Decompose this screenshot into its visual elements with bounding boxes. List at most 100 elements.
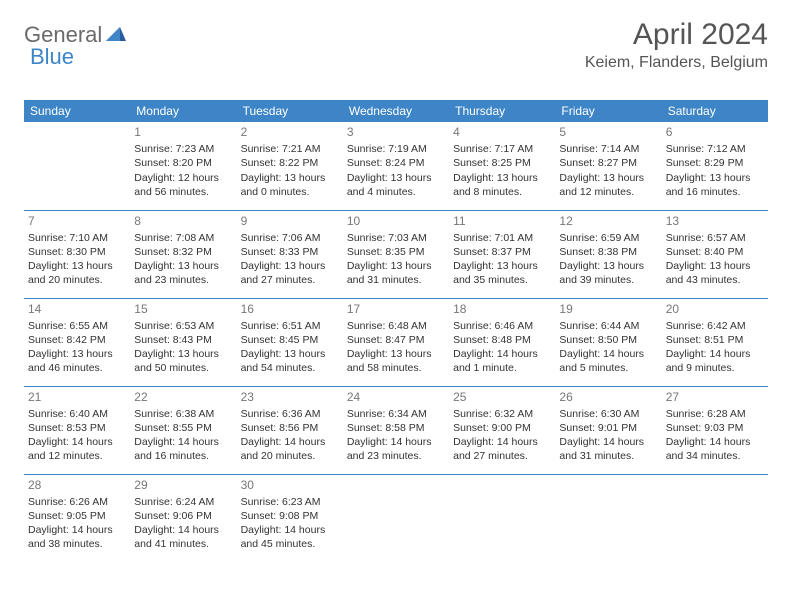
day-number: 30: [241, 477, 339, 493]
day-number: 15: [134, 301, 232, 317]
day-number: 26: [559, 389, 657, 405]
day-line: and 56 minutes.: [134, 185, 232, 199]
day-line: Sunrise: 7:23 AM: [134, 142, 232, 156]
day-line: Sunrise: 6:23 AM: [241, 495, 339, 509]
header: General April 2024 Keiem, Flanders, Belg…: [24, 18, 768, 72]
day-number: 3: [347, 124, 445, 140]
day-line: Sunrise: 6:53 AM: [134, 319, 232, 333]
day-line: Sunset: 8:27 PM: [559, 156, 657, 170]
day-cell: 5Sunrise: 7:14 AMSunset: 8:27 PMDaylight…: [555, 122, 661, 210]
day-line: Sunset: 8:32 PM: [134, 245, 232, 259]
day-line: Sunrise: 7:06 AM: [241, 231, 339, 245]
day-cell: 24Sunrise: 6:34 AMSunset: 8:58 PMDayligh…: [343, 386, 449, 474]
day-line: and 1 minute.: [453, 361, 551, 375]
day-number: 7: [28, 213, 126, 229]
day-number: 28: [28, 477, 126, 493]
day-line: Daylight: 13 hours: [241, 171, 339, 185]
day-cell: 28Sunrise: 6:26 AMSunset: 9:05 PMDayligh…: [24, 474, 130, 562]
day-line: Sunrise: 7:12 AM: [666, 142, 764, 156]
day-cell: [555, 474, 661, 562]
day-line: and 35 minutes.: [453, 273, 551, 287]
day-line: and 38 minutes.: [28, 537, 126, 551]
day-cell: [449, 474, 555, 562]
day-line: Daylight: 13 hours: [134, 259, 232, 273]
day-line: Sunset: 8:47 PM: [347, 333, 445, 347]
day-line: Daylight: 13 hours: [666, 259, 764, 273]
day-cell: 29Sunrise: 6:24 AMSunset: 9:06 PMDayligh…: [130, 474, 236, 562]
calendar-table: Sunday Monday Tuesday Wednesday Thursday…: [24, 100, 768, 562]
day-line: and 23 minutes.: [347, 449, 445, 463]
day-cell: 16Sunrise: 6:51 AMSunset: 8:45 PMDayligh…: [237, 298, 343, 386]
day-line: and 39 minutes.: [559, 273, 657, 287]
day-line: Daylight: 13 hours: [134, 347, 232, 361]
day-cell: 27Sunrise: 6:28 AMSunset: 9:03 PMDayligh…: [662, 386, 768, 474]
day-cell: 19Sunrise: 6:44 AMSunset: 8:50 PMDayligh…: [555, 298, 661, 386]
day-line: and 43 minutes.: [666, 273, 764, 287]
col-saturday: Saturday: [662, 100, 768, 122]
day-cell: [343, 474, 449, 562]
day-number: 22: [134, 389, 232, 405]
day-line: Sunset: 9:05 PM: [28, 509, 126, 523]
day-cell: 3Sunrise: 7:19 AMSunset: 8:24 PMDaylight…: [343, 122, 449, 210]
day-line: Sunset: 9:06 PM: [134, 509, 232, 523]
day-line: Sunset: 8:25 PM: [453, 156, 551, 170]
day-line: and 31 minutes.: [559, 449, 657, 463]
day-line: Sunrise: 7:17 AM: [453, 142, 551, 156]
day-line: Sunset: 8:50 PM: [559, 333, 657, 347]
day-cell: 30Sunrise: 6:23 AMSunset: 9:08 PMDayligh…: [237, 474, 343, 562]
day-line: and 58 minutes.: [347, 361, 445, 375]
day-line: and 12 minutes.: [28, 449, 126, 463]
day-line: Sunrise: 7:01 AM: [453, 231, 551, 245]
day-line: Daylight: 13 hours: [666, 171, 764, 185]
day-line: Sunrise: 7:19 AM: [347, 142, 445, 156]
day-line: Sunrise: 6:55 AM: [28, 319, 126, 333]
day-number: 1: [134, 124, 232, 140]
day-number: 8: [134, 213, 232, 229]
day-line: Daylight: 14 hours: [28, 435, 126, 449]
day-line: and 9 minutes.: [666, 361, 764, 375]
day-line: Sunrise: 6:32 AM: [453, 407, 551, 421]
day-number: 11: [453, 213, 551, 229]
day-cell: [24, 122, 130, 210]
week-row: 7Sunrise: 7:10 AMSunset: 8:30 PMDaylight…: [24, 210, 768, 298]
day-line: Daylight: 14 hours: [134, 523, 232, 537]
day-line: Daylight: 13 hours: [347, 347, 445, 361]
col-wednesday: Wednesday: [343, 100, 449, 122]
col-thursday: Thursday: [449, 100, 555, 122]
day-line: and 27 minutes.: [241, 273, 339, 287]
day-line: Sunrise: 6:24 AM: [134, 495, 232, 509]
day-line: Daylight: 13 hours: [559, 259, 657, 273]
day-line: Sunrise: 6:59 AM: [559, 231, 657, 245]
day-cell: 26Sunrise: 6:30 AMSunset: 9:01 PMDayligh…: [555, 386, 661, 474]
day-line: Daylight: 14 hours: [453, 435, 551, 449]
day-line: Sunset: 8:37 PM: [453, 245, 551, 259]
day-number: 6: [666, 124, 764, 140]
day-line: Sunset: 8:48 PM: [453, 333, 551, 347]
day-line: and 34 minutes.: [666, 449, 764, 463]
day-cell: 20Sunrise: 6:42 AMSunset: 8:51 PMDayligh…: [662, 298, 768, 386]
day-line: Daylight: 14 hours: [453, 347, 551, 361]
day-number: 4: [453, 124, 551, 140]
day-line: and 31 minutes.: [347, 273, 445, 287]
day-line: Daylight: 13 hours: [559, 171, 657, 185]
day-number: 14: [28, 301, 126, 317]
day-line: Daylight: 14 hours: [134, 435, 232, 449]
day-cell: 18Sunrise: 6:46 AMSunset: 8:48 PMDayligh…: [449, 298, 555, 386]
day-line: Sunset: 8:51 PM: [666, 333, 764, 347]
day-line: Sunrise: 7:21 AM: [241, 142, 339, 156]
day-number: 19: [559, 301, 657, 317]
day-cell: 11Sunrise: 7:01 AMSunset: 8:37 PMDayligh…: [449, 210, 555, 298]
day-line: Sunrise: 7:08 AM: [134, 231, 232, 245]
day-line: Sunrise: 6:40 AM: [28, 407, 126, 421]
day-line: Daylight: 14 hours: [347, 435, 445, 449]
day-line: Sunset: 8:45 PM: [241, 333, 339, 347]
day-line: Daylight: 13 hours: [28, 259, 126, 273]
logo-text-blue: Blue: [30, 44, 74, 69]
day-line: Sunset: 8:24 PM: [347, 156, 445, 170]
day-line: Daylight: 12 hours: [134, 171, 232, 185]
week-row: 21Sunrise: 6:40 AMSunset: 8:53 PMDayligh…: [24, 386, 768, 474]
day-number: 23: [241, 389, 339, 405]
day-line: Daylight: 13 hours: [241, 259, 339, 273]
day-cell: 21Sunrise: 6:40 AMSunset: 8:53 PMDayligh…: [24, 386, 130, 474]
day-line: Sunset: 8:40 PM: [666, 245, 764, 259]
